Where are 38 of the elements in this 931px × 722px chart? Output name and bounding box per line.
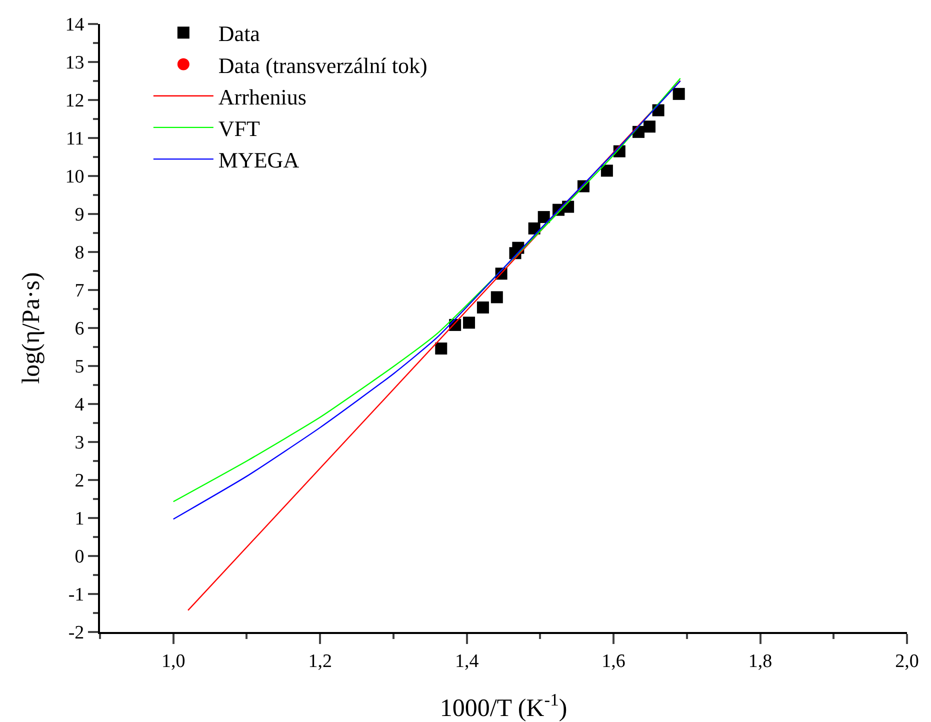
point [490, 291, 503, 304]
y-tick-label: 11 [66, 128, 84, 150]
y-tick-label: 6 [74, 318, 84, 340]
x-tick-label: 1,8 [748, 650, 772, 672]
y-tick-label: 5 [74, 356, 84, 378]
x-tick-label: 1,4 [454, 650, 480, 672]
y-tick-label: 10 [65, 166, 84, 188]
x-tick-label: 1,6 [602, 650, 626, 672]
x-tick-label: 1,0 [161, 650, 186, 672]
y-tick-label: 14 [65, 14, 85, 36]
point [476, 301, 489, 314]
point [463, 316, 476, 329]
legend-label: Data (transverzální tok) [218, 52, 428, 78]
y-tick-label: 7 [74, 280, 84, 302]
y-tick-label: 0 [74, 546, 84, 568]
point [643, 120, 656, 133]
point [600, 164, 613, 177]
y-tick-label: 9 [74, 204, 84, 226]
y-tick-label: 12 [65, 90, 84, 112]
y-tick-label: 3 [74, 432, 84, 454]
x-axis-title: 1000/T (K$^{-1}$) [440, 690, 568, 722]
x-tick-label: 2,0 [895, 650, 919, 672]
point [538, 211, 550, 224]
point [435, 342, 448, 355]
y-tick-label: 4 [74, 394, 85, 416]
y-tick-label: 8 [74, 242, 84, 264]
y-tick-label: 13 [65, 52, 84, 74]
legend-label: VFT [218, 116, 261, 142]
legend-label: MYEGA [218, 148, 300, 173]
legend-label: Data [218, 21, 260, 46]
y-tick-label: -1 [68, 584, 84, 606]
legend-label: Arrhenius [218, 84, 306, 110]
y-axis-title: log(η/Pa·s) [18, 272, 45, 384]
y-tick-label: -2 [68, 622, 84, 644]
y-tick-label: 2 [74, 470, 84, 492]
point [672, 88, 685, 100]
y-tick-label: 1 [74, 508, 84, 530]
x-tick-label: 1,2 [308, 650, 332, 672]
